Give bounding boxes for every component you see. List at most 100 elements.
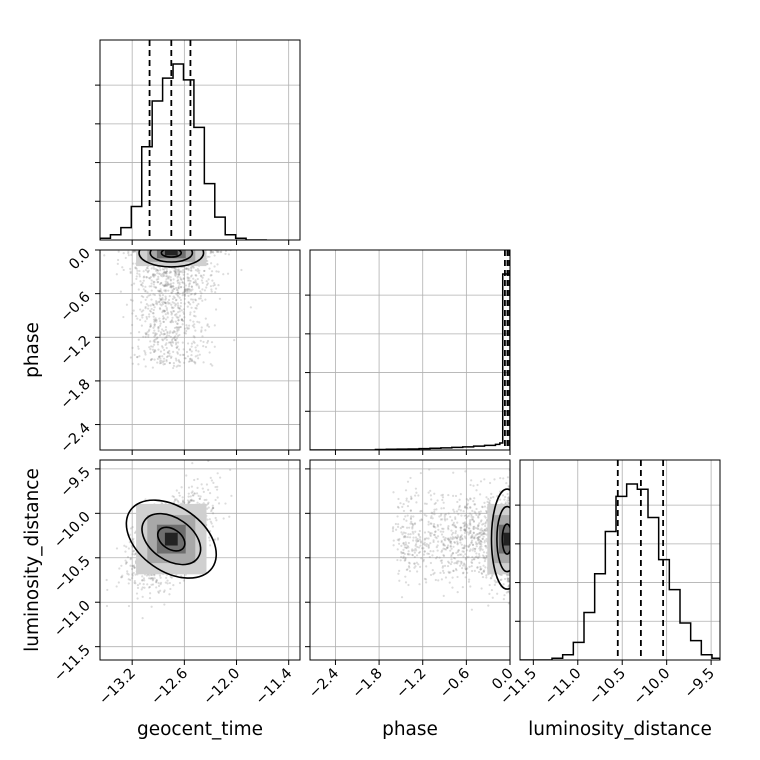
scatter-point (142, 309, 145, 312)
scatter-point (160, 281, 163, 285)
scatter-point (402, 542, 405, 545)
scatter-point (456, 575, 459, 579)
scatter-point (161, 328, 164, 331)
scatter-point (469, 497, 472, 500)
scatter-point (174, 299, 178, 302)
scatter-point (432, 539, 435, 542)
scatter-point (409, 509, 412, 512)
scatter-point (157, 584, 161, 588)
scatter-point (160, 332, 163, 336)
scatter-point (479, 539, 483, 543)
scatter-point (168, 352, 171, 355)
scatter-point (129, 533, 132, 536)
scatter-point (471, 543, 474, 546)
scatter-point (203, 269, 206, 273)
scatter-point (464, 576, 467, 579)
scatter-point (200, 326, 203, 329)
scatter-point (184, 290, 187, 293)
scatter-point (166, 332, 169, 335)
scatter-point (129, 267, 132, 270)
scatter-point (169, 321, 173, 324)
scatter-point (404, 557, 407, 560)
scatter-point (195, 284, 198, 287)
scatter-point (444, 519, 447, 522)
scatter-point (143, 586, 146, 589)
scatter-point (132, 550, 135, 553)
scatter-point (459, 538, 462, 542)
scatter-point (440, 559, 444, 562)
scatter-point (405, 499, 408, 502)
scatter-point (203, 269, 206, 273)
scatter-point (171, 307, 174, 310)
scatter-point (190, 353, 193, 357)
scatter-point (471, 543, 475, 547)
scatter-point (164, 301, 167, 304)
scatter-point (476, 539, 480, 542)
scatter-point (428, 555, 431, 559)
scatter-point (172, 306, 175, 309)
scatter-point (184, 357, 187, 360)
scatter-point (160, 291, 163, 294)
scatter-point (420, 557, 423, 560)
scatter-point (454, 516, 457, 519)
scatter-point (415, 540, 418, 543)
scatter-point (464, 558, 467, 561)
scatter-point (213, 265, 216, 268)
scatter-point (423, 541, 426, 544)
scatter-point (177, 316, 180, 319)
scatter-point (433, 522, 436, 526)
scatter-point (404, 575, 407, 578)
panel-content (105, 460, 233, 620)
scatter-point (177, 348, 180, 351)
scatter-point (432, 573, 435, 576)
scatter-point (418, 538, 422, 541)
scatter-point (196, 477, 199, 481)
scatter-point (142, 279, 145, 282)
scatter-point (214, 287, 218, 290)
scatter-point (163, 270, 166, 274)
scatter-point (136, 272, 139, 275)
scatter-point (175, 365, 178, 368)
scatter-point (147, 294, 150, 297)
scatter-point (152, 303, 155, 307)
scatter-point (147, 577, 151, 580)
scatter-point (153, 350, 156, 353)
scatter-point (164, 272, 167, 275)
scatter-point (206, 262, 209, 265)
scatter-point (434, 501, 437, 505)
scatter-point (473, 497, 476, 500)
scatter-point (152, 312, 155, 315)
scatter-point (478, 532, 482, 535)
scatter-point (153, 358, 156, 361)
scatter-point (463, 547, 466, 550)
scatter-point (155, 578, 158, 582)
scatter-point (139, 308, 142, 311)
scatter-point (505, 591, 508, 594)
scatter-point (404, 515, 407, 518)
scatter-point (473, 550, 476, 553)
scatter-point (485, 496, 488, 499)
scatter-point (205, 483, 209, 486)
scatter-point (165, 270, 168, 273)
scatter-point (478, 539, 481, 542)
contour-line (156, 526, 186, 552)
scatter-point (131, 538, 134, 541)
scatter-point (482, 522, 485, 525)
scatter-point (164, 298, 167, 301)
scatter-point (447, 561, 451, 564)
scatter-point (408, 553, 411, 556)
scatter-point (423, 550, 426, 553)
scatter-point (182, 348, 185, 351)
scatter-point (425, 537, 428, 540)
scatter-point (484, 522, 487, 525)
scatter-point (442, 594, 445, 597)
scatter-point (178, 281, 181, 284)
scatter-point (468, 578, 471, 581)
scatter-point (459, 526, 462, 529)
scatter-point (455, 526, 458, 529)
scatter-point (166, 275, 169, 278)
scatter-point (189, 499, 193, 502)
scatter-point (144, 331, 147, 335)
scatter-point (414, 487, 418, 490)
